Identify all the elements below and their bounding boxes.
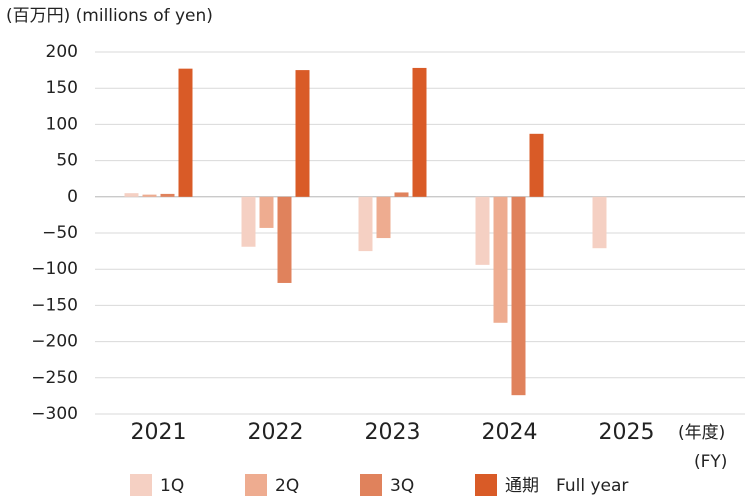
legend-swatch — [245, 474, 267, 496]
chart-title: (百万円) (millions of yen) — [6, 6, 213, 26]
x-tick-label: 2021 — [131, 420, 187, 445]
bar — [412, 67, 427, 197]
y-tick-label: −300 — [31, 404, 78, 424]
legend-label: 2Q — [275, 476, 299, 496]
y-tick-label: 100 — [46, 114, 78, 134]
x-tick-label: 2024 — [482, 420, 538, 445]
x-unit-label: (年度) — [678, 423, 725, 443]
y-tick-label: −50 — [42, 223, 78, 243]
y-tick-label: −100 — [31, 259, 78, 279]
y-tick-label: −250 — [31, 368, 78, 388]
bar — [295, 70, 310, 197]
x-tick-label: 2022 — [248, 420, 304, 445]
bar — [592, 196, 607, 249]
x-tick-label: 2025 — [599, 420, 655, 445]
y-tick-label: 150 — [46, 78, 78, 98]
legend-swatch — [360, 474, 382, 496]
legend-label: 1Q — [160, 476, 184, 496]
y-tick-label: 200 — [46, 42, 78, 62]
bar — [511, 196, 526, 396]
legend-swatch — [130, 474, 152, 496]
y-tick-label: 50 — [56, 151, 78, 171]
bar — [376, 196, 391, 239]
bar — [277, 196, 292, 283]
legend-label: 3Q — [390, 476, 414, 496]
y-tick-label: −200 — [31, 332, 78, 352]
bar — [358, 196, 373, 252]
y-tick-label: −150 — [31, 295, 78, 315]
bar — [394, 192, 409, 197]
bar — [160, 193, 175, 197]
bar — [493, 196, 508, 323]
bar — [475, 196, 490, 265]
bar — [529, 133, 544, 197]
legend-label: 通期 Full year — [505, 476, 628, 496]
bar — [124, 193, 139, 197]
bar — [241, 196, 256, 247]
legend-swatch — [475, 474, 497, 496]
x-tick-label: 2023 — [365, 420, 421, 445]
bar — [178, 68, 193, 197]
x-unit-label: (FY) — [694, 452, 727, 472]
y-tick-label: 0 — [67, 187, 78, 207]
bar — [259, 196, 274, 228]
bar — [142, 194, 157, 197]
